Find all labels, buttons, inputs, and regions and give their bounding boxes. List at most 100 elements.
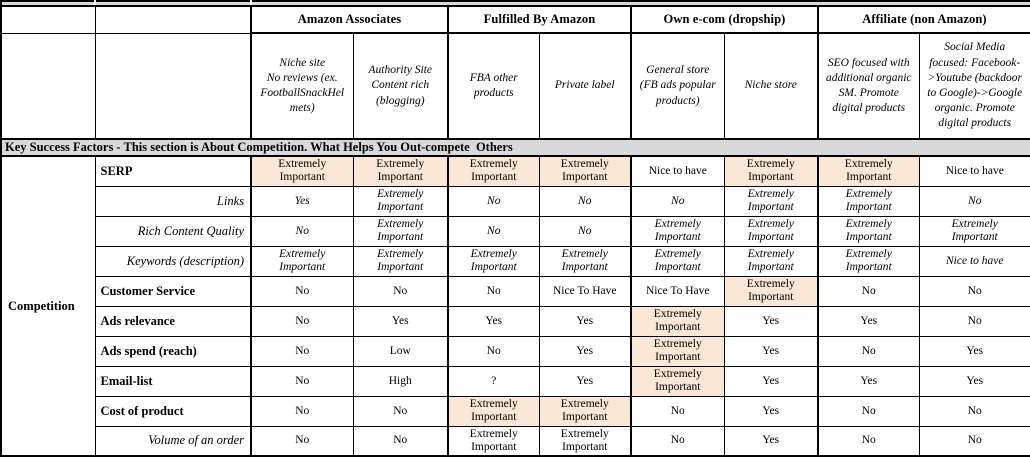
value-cell: Extremely Important — [447, 245, 540, 277]
value-cell: No — [250, 395, 354, 427]
value-cell: Extremely Important — [352, 215, 449, 247]
value-cell: Extremely Important — [723, 215, 819, 247]
value-cell: Extremely Important — [250, 245, 354, 277]
value-cell: No — [250, 275, 354, 307]
value-cell: ? — [447, 365, 540, 397]
section-header-text: Key Success Factors - This section is Ab… — [0, 138, 1030, 157]
value-cell: No — [250, 215, 354, 247]
value-cell: Yes — [723, 395, 819, 427]
value-cell: Yes — [538, 335, 632, 367]
value-cell: Extremely Important — [817, 185, 920, 217]
value-cell: No — [447, 185, 540, 217]
value-cell: Yes — [352, 305, 449, 337]
value-cell: Nice to have — [918, 155, 1030, 187]
value-cell: No — [352, 275, 449, 307]
empty-corner-cell — [0, 5, 96, 34]
value-cell: Yes — [723, 335, 819, 367]
column-desc-social-media: Social Media focused: Facebook- >Youtube… — [918, 32, 1030, 140]
value-cell: Yes — [723, 425, 819, 457]
row-label-ads-relevance: Ads relevance — [94, 305, 252, 337]
row-label-rich-content-quality: Rich Content Quality — [94, 215, 252, 247]
value-cell: No — [630, 425, 725, 457]
value-cell: Yes — [538, 365, 632, 397]
table-row-serp: Competition SERP Extremely Important Ext… — [0, 155, 1030, 457]
value-cell: Extremely Important — [918, 215, 1030, 247]
value-cell: Yes — [723, 305, 819, 337]
value-cell: No — [630, 185, 725, 217]
value-cell: Nice To Have — [538, 275, 632, 307]
value-cell: Extremely Important — [447, 155, 540, 187]
column-desc-fba-other: FBA other products — [447, 32, 540, 140]
value-cell: No — [918, 395, 1030, 427]
top-gray-strip — [1, 1, 1030, 7]
column-desc-niche-store: Niche store — [723, 32, 819, 140]
table-row-volume-of-order: Volume of an order No No Extremely Impor… — [1, 425, 1030, 457]
value-cell: Extremely Important — [723, 185, 819, 217]
value-cell: No — [352, 395, 449, 427]
value-cell: Extremely Important — [723, 155, 819, 187]
group-header-own-ecom: Own e-com (dropship) — [630, 5, 819, 34]
group-header-amazon-associates: Amazon Associates — [250, 5, 449, 34]
value-cell: No — [918, 425, 1030, 457]
value-cell: No — [250, 425, 354, 457]
value-cell: No — [352, 425, 449, 457]
value-cell: No — [447, 275, 540, 307]
table-row-keywords: Keywords (description) Extremely Importa… — [1, 245, 1030, 277]
column-description-row: Niche site No reviews (ex. FootballSnack… — [0, 32, 1030, 140]
table-row-cost-of-product: Cost of product No No Extremely Importan… — [1, 395, 1030, 427]
table-row-email-list: Email-list No High ? Yes Extremely Impor… — [1, 365, 1030, 397]
value-cell: No — [817, 275, 920, 307]
value-cell: Yes — [723, 365, 819, 397]
value-cell: Yes — [250, 185, 354, 217]
value-cell: No — [918, 305, 1030, 337]
value-cell: Yes — [817, 365, 920, 397]
column-desc-authority-site: Authority Site Content rich (blogging) — [352, 32, 449, 140]
value-cell: No — [817, 425, 920, 457]
group-header-row: Amazon Associates Fulfilled By Amazon Ow… — [0, 5, 1030, 34]
column-desc-seo-focused: SEO focused with additional organic SM. … — [817, 32, 920, 140]
table-row-rich-content-quality: Rich Content Quality No Extremely Import… — [1, 215, 1030, 247]
table-row-ads-spend: Ads spend (reach) No Low No Yes Extremel… — [1, 335, 1030, 367]
value-cell: Yes — [817, 305, 920, 337]
row-label-keywords: Keywords (description) — [94, 245, 252, 277]
row-label-serp: SERP — [94, 155, 252, 187]
value-cell: Extremely Important — [723, 245, 819, 277]
value-cell: No — [817, 395, 920, 427]
row-label-links: Links — [94, 185, 252, 217]
value-cell: Extremely Important — [538, 425, 632, 457]
empty-corner-cell — [94, 5, 252, 34]
value-cell: No — [538, 185, 632, 217]
value-cell: Extremely Important — [630, 215, 725, 247]
value-cell: No — [250, 365, 354, 397]
value-cell: Extremely Important — [538, 395, 632, 427]
row-group-label-competition: Competition — [0, 155, 96, 457]
row-label-email-list: Email-list — [94, 365, 252, 397]
value-cell: No — [447, 215, 540, 247]
value-cell: No — [250, 305, 354, 337]
value-cell: Extremely Important — [817, 155, 920, 187]
value-cell: Extremely Important — [630, 305, 725, 337]
value-cell: Extremely Important — [630, 365, 725, 397]
table-row-links: Links Yes Extremely Important No No No E… — [1, 185, 1030, 217]
table-row-ads-relevance: Ads relevance No Yes Yes Yes Extremely I… — [1, 305, 1030, 337]
value-cell: No — [447, 335, 540, 367]
value-cell: Extremely Important — [447, 425, 540, 457]
value-cell: Nice to have — [918, 245, 1030, 277]
value-cell: No — [918, 185, 1030, 217]
value-cell: Extremely Important — [447, 395, 540, 427]
strip-segment — [95, 1, 252, 7]
value-cell: No — [250, 335, 354, 367]
value-cell: Extremely Important — [352, 245, 449, 277]
section-header-row: Key Success Factors - This section is Ab… — [0, 138, 1030, 157]
row-label-ads-spend: Ads spend (reach) — [94, 335, 252, 367]
strip-segment — [251, 1, 1030, 7]
value-cell: Extremely Important — [630, 335, 725, 367]
value-cell: No — [817, 335, 920, 367]
value-cell: High — [352, 365, 449, 397]
value-cell: Low — [352, 335, 449, 367]
value-cell: Yes — [918, 335, 1030, 367]
column-desc-general-store: General store (FB ads popular products) — [630, 32, 725, 140]
empty-cell — [0, 32, 96, 140]
value-cell: Extremely Important — [352, 185, 449, 217]
